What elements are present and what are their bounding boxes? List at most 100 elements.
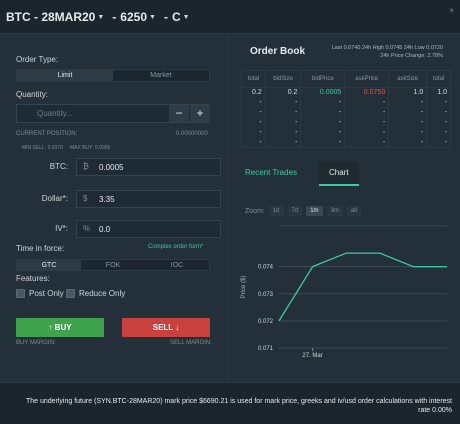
footer-note: The underlying future (SYN.BTC-28MAR20) … <box>0 382 460 424</box>
order-book-header: total bidSize bidPrice askPrice askSize … <box>241 70 451 88</box>
order-type-limit[interactable]: Limit <box>17 70 113 81</box>
col-total-bid: total <box>241 70 266 88</box>
order-book-table: total bidSize bidPrice askPrice askSize … <box>241 70 451 148</box>
price-chart: 0.071 0.072 0.073 0.074 Price ($) 27. Mar <box>241 225 447 359</box>
table-cell: - <box>426 97 451 108</box>
quantity-input[interactable] <box>17 105 167 122</box>
bid-price-cell[interactable]: 0.0005 <box>300 87 346 98</box>
table-row[interactable]: - - - - - - <box>241 117 451 128</box>
zoom-all-button[interactable]: all <box>346 206 361 216</box>
price-change: 24h Price Change: 2.78% <box>380 53 443 59</box>
quantity-label: Quantity: <box>16 90 49 99</box>
zoom-controls: Zoom: 1d 7d 1m 3m all <box>245 206 361 216</box>
table-cell: - <box>241 137 266 148</box>
buy-button[interactable]: ↑ BUY <box>16 318 104 337</box>
dollar-field: $ <box>76 190 221 208</box>
chevron-down-icon[interactable]: ▼ <box>97 13 105 21</box>
table-row[interactable]: - - - - - - <box>241 107 451 118</box>
option-type-selector[interactable]: C <box>171 10 181 24</box>
sell-margin-label: SELL MARGIN: <box>170 340 212 346</box>
panel-tabs: Recent Trades Chart <box>241 162 449 186</box>
tab-chart[interactable]: Chart <box>319 162 359 186</box>
table-cell: - <box>241 117 266 128</box>
decrement-button[interactable]: − <box>169 105 189 122</box>
col-bid-size: bidSize <box>264 70 302 88</box>
tif-gtc[interactable]: GTC <box>17 260 81 270</box>
table-cell: - <box>264 117 302 128</box>
table-row[interactable]: - - - - - - <box>241 127 451 138</box>
ask-price-cell[interactable]: 0.0750 <box>344 87 390 98</box>
tab-recent-trades[interactable]: Recent Trades <box>245 168 298 177</box>
quantity-stepper: − + <box>16 104 210 123</box>
bitcoin-icon: ₿ <box>83 162 89 171</box>
table-cell: - <box>241 107 266 118</box>
dollar-label: Dollar*: <box>41 194 68 203</box>
iv-label: IV*: <box>55 224 68 233</box>
dollar-input[interactable] <box>99 191 217 207</box>
table-row[interactable]: - - - - - - <box>241 137 451 148</box>
zoom-3m-button[interactable]: 3m <box>326 206 343 216</box>
y-tick-label: 0.073 <box>258 292 274 298</box>
percent-icon: % <box>83 224 91 233</box>
table-cell: - <box>426 107 451 118</box>
btc-input[interactable] <box>99 159 217 175</box>
tif-fok[interactable]: FOK <box>105 262 121 269</box>
iv-input[interactable] <box>99 221 217 237</box>
col-bid-price: bidPrice <box>300 70 346 88</box>
buy-margin-label: BUY MARGIN: <box>16 340 56 346</box>
checkbox-icon <box>16 289 25 298</box>
table-cell: - <box>344 137 390 148</box>
instrument-name[interactable]: BTC - 28MAR20 <box>6 10 96 24</box>
current-position-value: 0.00000000 <box>176 131 208 137</box>
y-tick-label: 0.074 <box>258 265 274 271</box>
table-cell: 1.0 <box>426 87 451 98</box>
tif-ioc[interactable]: IOC <box>170 262 184 269</box>
x-tick-label: 27. Mar <box>302 353 322 359</box>
col-ask-size: askSize <box>388 70 428 88</box>
strike-selector[interactable]: 6250 <box>120 10 147 24</box>
table-cell: 0.2 <box>264 87 302 98</box>
order-form-panel: Order Type: Limit Market Quantity: − + C… <box>0 34 229 382</box>
table-cell: - <box>344 127 390 138</box>
zoom-7d-button[interactable]: 7d <box>287 206 303 216</box>
order-book-title: Order Book <box>250 46 306 57</box>
table-cell: - <box>264 127 302 138</box>
post-only-checkbox[interactable]: Post Only <box>16 289 64 298</box>
current-position-label: CURRENT POSITION: <box>16 131 78 137</box>
table-cell: - <box>264 97 302 108</box>
close-icon[interactable]: × <box>449 6 454 15</box>
order-type-toggle: Limit Market <box>16 69 210 82</box>
order-book-stats: Last 0.0740 24h High 0.0745 24h Low 0.07… <box>331 45 443 51</box>
chevron-down-icon[interactable]: ▼ <box>182 13 190 21</box>
instrument-title: BTC - 28MAR20 ▼ - 6250 ▼ - C ▼ <box>6 10 194 24</box>
zoom-1d-button[interactable]: 1d <box>268 206 284 216</box>
table-cell: - <box>300 107 346 118</box>
reduce-only-checkbox[interactable]: Reduce Only <box>66 289 125 298</box>
table-cell: 0.2 <box>241 87 266 98</box>
table-cell: - <box>264 137 302 148</box>
title-separator: - <box>163 10 168 24</box>
increment-button[interactable]: + <box>190 105 210 122</box>
complex-order-form-link[interactable]: Complex order form* <box>148 244 204 250</box>
btc-field: ₿ <box>76 158 221 176</box>
table-cell: - <box>426 137 451 148</box>
zoom-1m-button[interactable]: 1m <box>306 206 323 216</box>
table-cell: - <box>388 127 428 138</box>
table-cell: - <box>241 97 266 108</box>
order-type-market[interactable]: Market <box>150 72 172 79</box>
table-cell: - <box>241 127 266 138</box>
table-row[interactable]: 0.2 0.2 0.0005 0.0750 1.0 1.0 <box>241 87 451 98</box>
table-cell: - <box>388 117 428 128</box>
y-tick-label: 0.071 <box>258 346 274 352</box>
order-type-label: Order Type: <box>16 55 59 64</box>
chevron-down-icon[interactable]: ▼ <box>149 13 156 21</box>
col-total-ask: total <box>426 70 451 88</box>
sell-button[interactable]: SELL ↓ <box>122 318 210 337</box>
table-row[interactable]: - - - - - - <box>241 97 451 108</box>
table-cell: - <box>344 97 390 108</box>
table-cell: - <box>300 137 346 148</box>
mark-price-note: The underlying future (SYN.BTC-28MAR20) … <box>25 398 452 414</box>
table-cell: 1.0 <box>388 87 428 98</box>
time-in-force-label: Time in force: <box>16 244 65 253</box>
table-cell: - <box>426 117 451 128</box>
